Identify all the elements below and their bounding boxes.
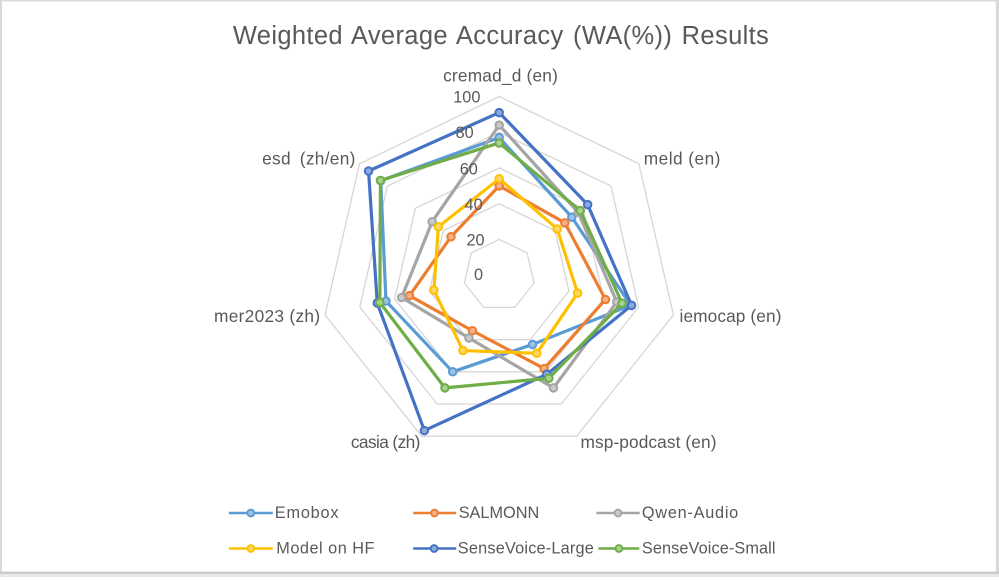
svg-text:SenseVoice-Small: SenseVoice-Small [642,540,776,558]
svg-text:Emobox: Emobox [275,504,340,522]
svg-text:80: 80 [456,124,474,142]
svg-text:Model on HF: Model on HF [276,540,375,558]
svg-text:cremad_d (en): cremad_d (en) [443,66,558,86]
svg-text:20: 20 [466,232,484,250]
svg-text:60: 60 [460,161,478,179]
svg-text:Qwen-Audio: Qwen-Audio [642,504,739,522]
svg-text:100: 100 [453,88,480,106]
svg-text:meld (en): meld (en) [644,148,721,168]
svg-text:40: 40 [465,196,483,214]
svg-text:casia (zh): casia (zh) [351,432,420,452]
svg-text:0: 0 [474,266,483,284]
svg-text:esd (zh/en): esd (zh/en) [262,149,356,169]
svg-text:msp-podcast (en): msp-podcast (en) [581,432,717,452]
svg-text:mer2023 (zh): mer2023 (zh) [214,306,320,326]
svg-text:SALMONN: SALMONN [459,504,540,522]
svg-text:SenseVoice-Large: SenseVoice-Large [458,540,594,558]
svg-text:iemocap (en): iemocap (en) [680,306,782,326]
svg-text:Weighted Average Accuracy (WA(: Weighted Average Accuracy (WA(%)) Result… [233,22,769,50]
